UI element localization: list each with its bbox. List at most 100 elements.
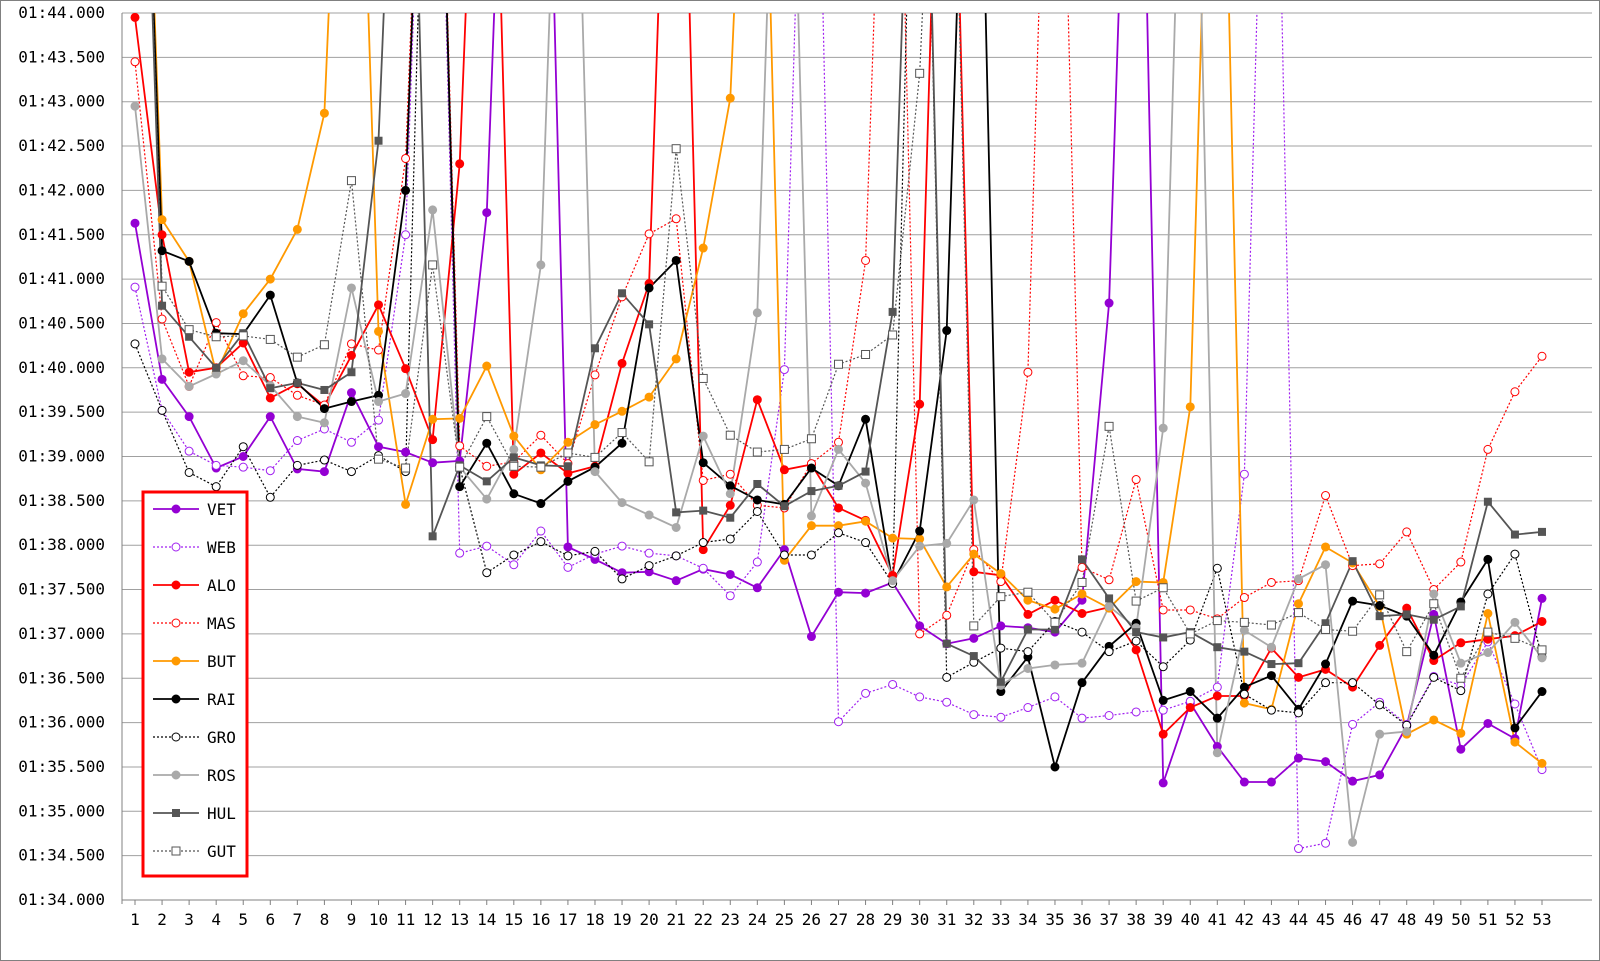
data-point-ros bbox=[401, 389, 411, 399]
data-point-mas bbox=[698, 475, 708, 485]
data-point-gro bbox=[265, 492, 275, 502]
data-point-vet bbox=[752, 583, 762, 593]
y-tick-label: 01:40.500 bbox=[18, 313, 105, 332]
data-point-alo bbox=[1375, 640, 1385, 650]
data-point-alo bbox=[1131, 645, 1141, 655]
data-point-mas bbox=[401, 153, 411, 163]
data-point-mas bbox=[1537, 351, 1547, 361]
data-point-ros bbox=[1158, 423, 1168, 433]
x-tick-label: 43 bbox=[1262, 910, 1281, 929]
data-point-gro bbox=[1131, 636, 1141, 646]
data-point-but bbox=[157, 215, 167, 225]
data-point-mas bbox=[996, 577, 1006, 587]
x-tick-label: 14 bbox=[477, 910, 496, 929]
y-tick-label: 01:37.500 bbox=[18, 580, 105, 599]
data-point-gro bbox=[157, 405, 167, 415]
data-point-hul bbox=[1213, 643, 1222, 652]
data-point-gut bbox=[888, 330, 898, 340]
y-tick-label: 01:42.500 bbox=[18, 136, 105, 155]
data-point-web bbox=[346, 437, 356, 447]
data-point-hul bbox=[509, 453, 518, 462]
data-point-gut bbox=[319, 340, 329, 350]
data-point-gut bbox=[996, 592, 1006, 602]
data-point-gut bbox=[1077, 577, 1087, 587]
data-point-gro bbox=[752, 506, 762, 516]
data-point-gro bbox=[1023, 647, 1033, 657]
data-point-but bbox=[455, 413, 465, 423]
data-point-gro bbox=[590, 546, 600, 556]
data-point-web bbox=[861, 688, 871, 698]
data-point-gro bbox=[1077, 627, 1087, 637]
data-point-hul bbox=[1429, 615, 1438, 624]
data-point-but bbox=[698, 243, 708, 253]
data-point-gro bbox=[1483, 589, 1493, 599]
y-tick-label: 01:39.500 bbox=[18, 402, 105, 421]
data-point-gut bbox=[509, 461, 519, 471]
data-point-gut bbox=[292, 352, 302, 362]
data-point-alo bbox=[725, 500, 735, 510]
data-point-web bbox=[401, 230, 411, 240]
data-point-web bbox=[942, 697, 952, 707]
data-point-gro bbox=[509, 550, 519, 560]
data-point-but bbox=[292, 224, 302, 234]
data-point-ros bbox=[1456, 658, 1466, 668]
data-point-web bbox=[1104, 711, 1114, 721]
data-point-ros bbox=[184, 381, 194, 391]
data-point-vet bbox=[1239, 777, 1249, 787]
y-tick-label: 01:34.500 bbox=[18, 846, 105, 865]
data-point-vet bbox=[806, 632, 816, 642]
y-tick-label: 01:41.000 bbox=[18, 269, 105, 288]
x-tick-label: 51 bbox=[1478, 910, 1497, 929]
data-point-web bbox=[1050, 692, 1060, 702]
data-point-but bbox=[509, 431, 519, 441]
data-point-hul bbox=[618, 289, 627, 298]
data-point-hul bbox=[266, 384, 275, 393]
legend-marker-mas bbox=[171, 618, 181, 628]
data-point-ros bbox=[1348, 837, 1358, 847]
data-point-alo bbox=[536, 448, 546, 458]
data-point-mas bbox=[1023, 367, 1033, 377]
data-point-gut bbox=[346, 176, 356, 186]
data-point-vet bbox=[238, 452, 248, 461]
data-point-hul bbox=[780, 502, 789, 511]
data-point-hul bbox=[996, 677, 1005, 686]
data-point-gut bbox=[1023, 587, 1033, 597]
data-point-but bbox=[671, 354, 681, 364]
data-point-rai bbox=[1483, 554, 1493, 564]
x-tick-label: 50 bbox=[1451, 910, 1470, 929]
data-point-gut bbox=[1239, 617, 1249, 627]
data-point-mas bbox=[671, 214, 681, 224]
data-point-gro bbox=[1266, 705, 1276, 715]
data-point-gut bbox=[1212, 616, 1222, 626]
legend-marker-alo bbox=[171, 580, 181, 590]
data-point-alo bbox=[374, 300, 384, 310]
data-point-web bbox=[779, 365, 789, 375]
y-tick-label: 01:42.000 bbox=[18, 180, 105, 199]
x-tick-label: 17 bbox=[558, 910, 577, 929]
data-point-rai bbox=[1429, 650, 1439, 660]
data-point-gro bbox=[806, 550, 816, 560]
data-point-gro bbox=[211, 482, 221, 492]
data-point-mas bbox=[455, 441, 465, 451]
data-point-hul bbox=[1483, 497, 1492, 506]
data-point-hul bbox=[807, 487, 816, 496]
data-point-rai bbox=[1375, 601, 1385, 611]
data-point-mas bbox=[346, 339, 356, 349]
data-point-gut bbox=[861, 349, 871, 359]
data-point-gut bbox=[374, 454, 384, 464]
data-point-hul bbox=[212, 363, 221, 372]
data-point-hul bbox=[888, 307, 897, 316]
data-point-hul bbox=[1267, 660, 1276, 669]
data-point-but bbox=[1185, 402, 1195, 412]
data-point-but bbox=[1131, 577, 1141, 587]
data-point-web bbox=[563, 562, 573, 572]
data-point-rai bbox=[319, 404, 329, 414]
data-point-gut bbox=[1158, 583, 1168, 593]
data-point-gro bbox=[698, 538, 708, 548]
data-point-alo bbox=[1293, 672, 1303, 682]
data-point-web bbox=[888, 679, 898, 689]
data-point-alo bbox=[346, 350, 356, 360]
data-point-mas bbox=[1321, 491, 1331, 501]
data-point-gut bbox=[211, 332, 221, 342]
x-tick-label: 24 bbox=[748, 910, 767, 929]
